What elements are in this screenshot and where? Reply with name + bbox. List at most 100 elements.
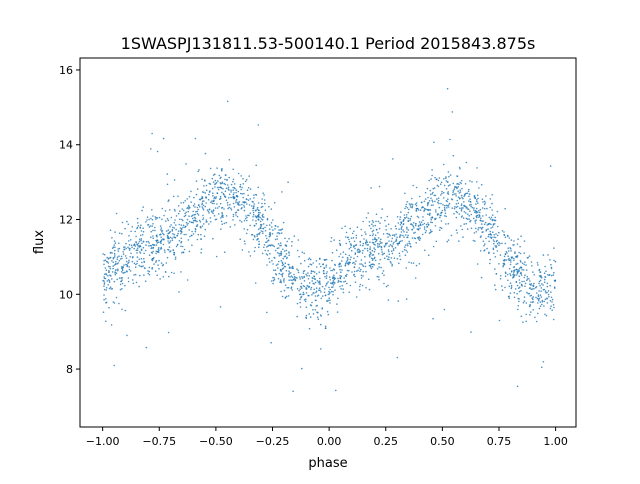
data-point [399, 216, 402, 218]
data-point [374, 224, 377, 227]
data-point [445, 199, 448, 202]
data-point [529, 295, 531, 297]
data-point [400, 231, 403, 233]
data-point [141, 209, 143, 212]
data-point [282, 263, 285, 266]
data-point [291, 289, 293, 291]
data-point [503, 233, 505, 236]
data-point [537, 299, 540, 302]
data-point [460, 203, 463, 205]
data-point [177, 212, 180, 215]
data-point [152, 237, 154, 239]
data-point [424, 191, 427, 194]
data-point [519, 272, 522, 275]
y-axis-label: flux [32, 230, 47, 254]
data-point [545, 270, 547, 273]
data-point [510, 239, 513, 241]
data-point [202, 204, 205, 207]
data-point [167, 229, 170, 231]
data-point [212, 174, 215, 176]
data-point [328, 286, 330, 289]
data-point [521, 280, 523, 283]
data-point [477, 229, 479, 231]
data-point [406, 226, 408, 229]
data-point [238, 201, 241, 203]
data-point [337, 281, 339, 283]
data-point [487, 228, 489, 230]
data-point [204, 180, 206, 182]
data-point [370, 267, 373, 270]
data-point [543, 288, 546, 291]
data-point [105, 289, 107, 291]
data-point [233, 183, 236, 185]
data-point [211, 177, 214, 180]
data-point [419, 227, 421, 229]
data-point [354, 263, 356, 265]
data-point [359, 263, 361, 265]
data-point [518, 251, 520, 254]
data-point [430, 193, 432, 196]
data-point [159, 248, 162, 250]
data-point [184, 212, 186, 215]
data-point [248, 204, 251, 206]
data-point [223, 251, 226, 253]
data-point [353, 270, 356, 273]
data-point [283, 281, 285, 283]
data-point [427, 224, 430, 226]
data-point [257, 211, 260, 214]
data-point [502, 262, 505, 265]
data-point [202, 214, 204, 217]
data-point [162, 243, 165, 246]
data-point [114, 242, 117, 244]
data-point [283, 250, 286, 252]
data-point [447, 198, 449, 200]
data-point [528, 278, 530, 280]
data-point [169, 225, 171, 228]
data-point [185, 233, 187, 236]
data-point [457, 196, 460, 198]
data-point [455, 216, 458, 219]
data-point [179, 227, 182, 229]
data-point [111, 247, 114, 249]
data-point [465, 161, 468, 164]
data-point [371, 249, 374, 252]
data-point [109, 274, 111, 276]
data-point [516, 274, 518, 276]
data-point [158, 268, 160, 270]
data-point [239, 186, 241, 188]
data-point [256, 233, 258, 236]
data-point [266, 224, 268, 227]
data-point [347, 258, 349, 260]
data-point [346, 282, 348, 285]
data-point [299, 293, 301, 296]
data-point [136, 249, 139, 251]
data-point [180, 237, 183, 240]
data-point [365, 239, 368, 241]
data-point [300, 262, 302, 265]
data-point [296, 268, 298, 271]
data-point [113, 280, 116, 283]
data-point [225, 187, 228, 189]
data-point [320, 348, 322, 350]
data-point [516, 284, 519, 287]
data-point [423, 222, 426, 225]
data-point [437, 213, 440, 216]
data-point [493, 252, 495, 255]
data-point [385, 225, 387, 227]
data-point [543, 278, 546, 281]
data-point [521, 269, 523, 271]
data-point [388, 258, 390, 261]
data-point [312, 309, 314, 311]
data-point [439, 226, 442, 229]
data-point [375, 213, 378, 215]
data-point [119, 258, 122, 260]
data-point [507, 247, 510, 249]
data-point [196, 220, 198, 223]
data-point [405, 214, 408, 216]
data-point [260, 230, 263, 232]
data-point [150, 236, 152, 238]
data-point [138, 285, 140, 288]
data-point [386, 215, 389, 218]
data-point [354, 253, 357, 255]
data-point [215, 196, 218, 198]
